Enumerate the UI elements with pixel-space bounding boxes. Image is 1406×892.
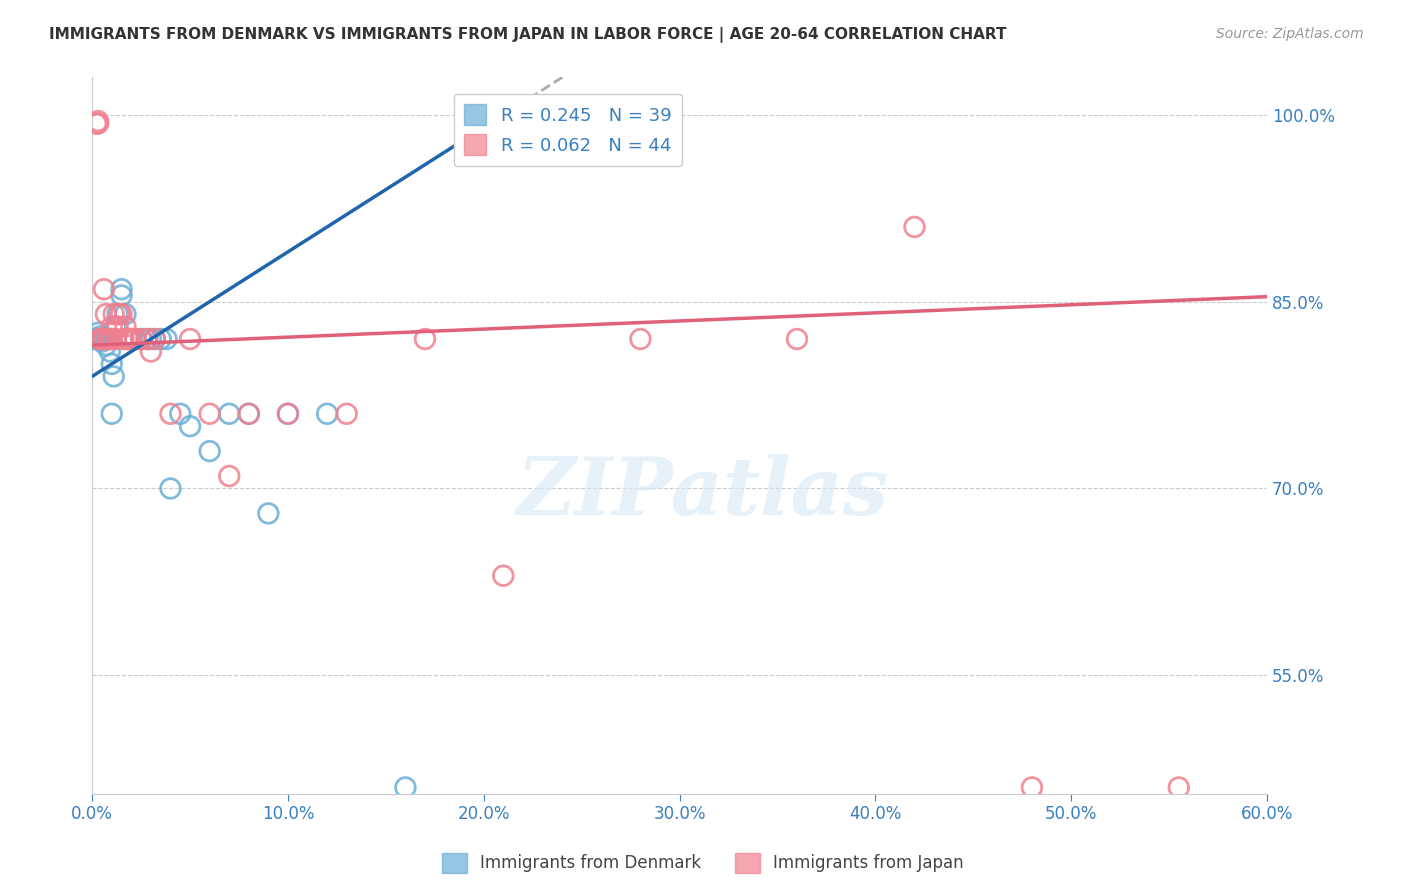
Point bbox=[91, 332, 114, 346]
Point bbox=[218, 407, 240, 421]
Point bbox=[169, 407, 191, 421]
Point bbox=[179, 332, 201, 346]
Point bbox=[143, 332, 166, 346]
Point bbox=[277, 407, 299, 421]
Point bbox=[100, 357, 122, 371]
Point bbox=[100, 407, 122, 421]
Point bbox=[87, 116, 110, 130]
Point bbox=[1167, 780, 1189, 795]
Point bbox=[91, 334, 114, 349]
Point bbox=[336, 407, 359, 421]
Point bbox=[93, 282, 115, 296]
Point bbox=[89, 332, 111, 346]
Point bbox=[129, 332, 152, 346]
Point bbox=[94, 307, 117, 321]
Point bbox=[394, 780, 416, 795]
Point bbox=[110, 282, 132, 296]
Point bbox=[238, 407, 260, 421]
Point bbox=[136, 332, 159, 346]
Point bbox=[257, 507, 280, 521]
Point bbox=[786, 332, 808, 346]
Point bbox=[110, 288, 132, 302]
Point bbox=[117, 332, 139, 346]
Point bbox=[413, 332, 436, 346]
Point bbox=[107, 307, 129, 321]
Point bbox=[98, 344, 121, 359]
Point bbox=[112, 332, 135, 346]
Point bbox=[84, 116, 107, 130]
Point bbox=[94, 332, 117, 346]
Point bbox=[139, 332, 162, 346]
Point bbox=[103, 307, 125, 321]
Point bbox=[198, 444, 221, 458]
Point bbox=[97, 332, 120, 346]
Point bbox=[89, 329, 111, 343]
Point bbox=[104, 319, 127, 334]
Point bbox=[149, 332, 172, 346]
Point bbox=[136, 332, 159, 346]
Point bbox=[159, 482, 181, 496]
Point bbox=[159, 407, 181, 421]
Point bbox=[143, 332, 166, 346]
Point bbox=[118, 332, 141, 346]
Point bbox=[238, 407, 260, 421]
Point bbox=[93, 332, 115, 346]
Point bbox=[89, 332, 111, 346]
Point bbox=[155, 332, 177, 346]
Point bbox=[903, 219, 925, 234]
Point bbox=[94, 338, 117, 352]
Point bbox=[91, 332, 114, 346]
Point bbox=[107, 319, 129, 334]
Point bbox=[93, 332, 115, 346]
Point bbox=[114, 319, 136, 334]
Point bbox=[100, 319, 122, 334]
Point bbox=[98, 332, 121, 346]
Point bbox=[87, 332, 110, 346]
Point bbox=[110, 307, 132, 321]
Point bbox=[108, 307, 131, 321]
Point bbox=[198, 407, 221, 421]
Point bbox=[104, 332, 127, 346]
Point bbox=[139, 344, 162, 359]
Point bbox=[84, 332, 107, 346]
Text: Source: ZipAtlas.com: Source: ZipAtlas.com bbox=[1216, 27, 1364, 41]
Text: ZIPatlas: ZIPatlas bbox=[517, 454, 889, 532]
Point bbox=[100, 332, 122, 346]
Point bbox=[114, 307, 136, 321]
Point bbox=[492, 568, 515, 582]
Point bbox=[277, 407, 299, 421]
Point bbox=[129, 332, 152, 346]
Point bbox=[100, 332, 122, 346]
Point bbox=[1021, 780, 1043, 795]
Point bbox=[628, 332, 651, 346]
Point bbox=[179, 419, 201, 434]
Point bbox=[97, 332, 120, 346]
Point bbox=[124, 332, 146, 346]
Point bbox=[218, 469, 240, 483]
Point bbox=[316, 407, 339, 421]
Point bbox=[87, 326, 110, 340]
Point bbox=[120, 332, 142, 346]
Legend: Immigrants from Denmark, Immigrants from Japan: Immigrants from Denmark, Immigrants from… bbox=[436, 847, 970, 880]
Text: IMMIGRANTS FROM DENMARK VS IMMIGRANTS FROM JAPAN IN LABOR FORCE | AGE 20-64 CORR: IMMIGRANTS FROM DENMARK VS IMMIGRANTS FR… bbox=[49, 27, 1007, 43]
Point bbox=[124, 332, 146, 346]
Point bbox=[87, 114, 110, 128]
Point bbox=[120, 332, 142, 346]
Point bbox=[97, 332, 120, 346]
Point bbox=[103, 369, 125, 384]
Point bbox=[83, 332, 105, 346]
Legend: R = 0.245   N = 39, R = 0.062   N = 44: R = 0.245 N = 39, R = 0.062 N = 44 bbox=[454, 94, 682, 166]
Point bbox=[117, 332, 139, 346]
